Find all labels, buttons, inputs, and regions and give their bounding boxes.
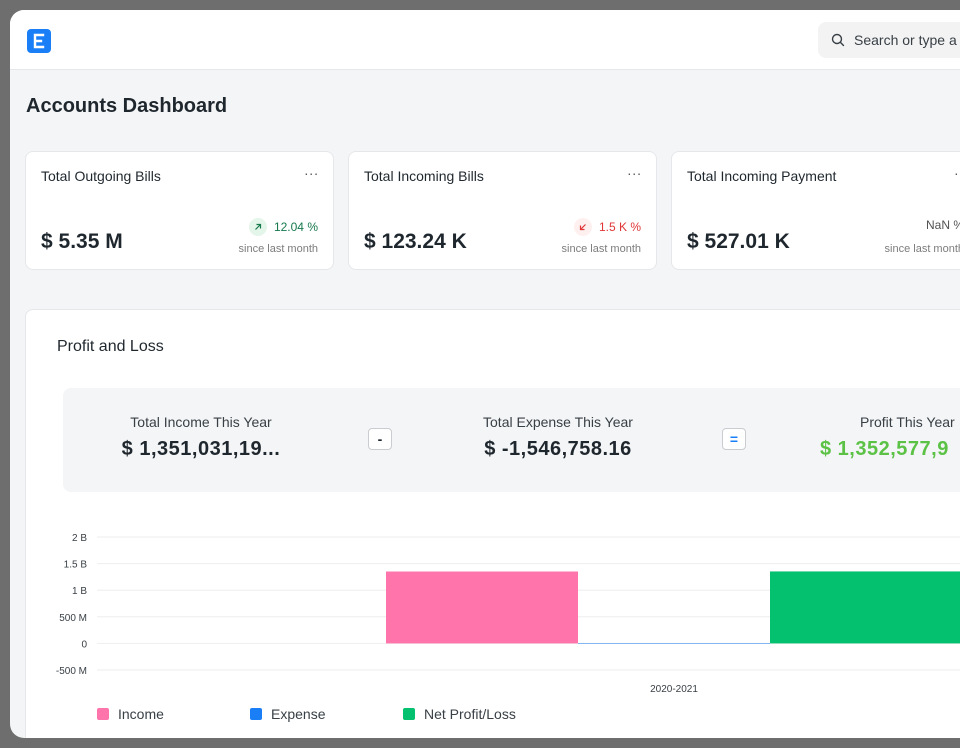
card-menu-button[interactable]: ...: [954, 162, 960, 178]
card-label: Total Incoming Bills: [364, 168, 484, 184]
navbar: Search or type a: [10, 10, 960, 70]
bar-expense[interactable]: [578, 643, 770, 644]
equals-operator: =: [722, 428, 746, 450]
y-tick-label: 2 B: [72, 533, 87, 544]
search-icon: [831, 33, 845, 47]
legend-item-expense[interactable]: Expense: [250, 706, 325, 722]
profit-loss-chart: 2 B 1.5 B 1 B 500 M 0 -500 M 2020-2021: [56, 533, 960, 695]
page-title: Accounts Dashboard: [26, 95, 228, 117]
card-change: 12.04 %: [248, 218, 318, 236]
profit-value: $ 1,352,577,9: [820, 438, 949, 460]
card-value: $ 5.35 M: [41, 230, 123, 253]
total-income-summary: Total Income This Year $ 1,351,031,19...: [109, 414, 293, 461]
profit-loss-summary: Total Income This Year $ 1,351,031,19...…: [63, 388, 960, 492]
card-since: since last month: [561, 243, 641, 255]
total-expense-summary: Total Expense This Year $ -1,546,758.16: [458, 414, 658, 461]
legend-swatch: [403, 708, 415, 720]
card-change: 1.5 K %: [573, 218, 641, 236]
legend-label: Expense: [271, 706, 326, 722]
legend-label: Net Profit/Loss: [424, 706, 516, 722]
y-tick-label: 1 B: [72, 586, 87, 597]
card-label: Total Outgoing Bills: [41, 168, 161, 184]
card-change-value: 1.5 K %: [598, 220, 641, 234]
card-value: $ 123.24 K: [364, 230, 467, 253]
card-total-incoming-payment: Total Incoming Payment ... $ 527.01 K Na…: [671, 151, 960, 270]
legend-swatch: [97, 708, 109, 720]
search-placeholder: Search or type a: [854, 32, 957, 48]
total-expense-label: Total Expense This Year: [483, 414, 633, 430]
y-tick-label: 500 M: [59, 613, 87, 624]
y-tick-label: -500 M: [56, 666, 87, 677]
card-change-value: NaN %: [925, 218, 960, 232]
legend-label: Income: [118, 706, 164, 722]
minus-operator: -: [368, 428, 392, 450]
card-label: Total Incoming Payment: [687, 168, 837, 184]
bar-net-profit-loss[interactable]: [770, 571, 960, 644]
card-change-value: 12.04 %: [273, 220, 318, 234]
total-income-value: $ 1,351,031,19...: [121, 438, 281, 460]
card-total-outgoing-bills: Total Outgoing Bills ... $ 5.35 M 12.04 …: [25, 151, 334, 270]
arrow-down-left-icon: [573, 218, 592, 236]
arrow-up-right-icon: [248, 218, 267, 236]
legend-item-income[interactable]: Income: [97, 706, 164, 722]
legend-item-net-profit-loss[interactable]: Net Profit/Loss: [403, 706, 516, 722]
panel-title: Profit and Loss: [57, 338, 164, 355]
bar-income[interactable]: [386, 571, 578, 644]
card-menu-button[interactable]: ...: [627, 162, 642, 178]
card-since: since last month: [884, 243, 960, 255]
search-bar[interactable]: Search or type a: [818, 22, 960, 58]
profit-summary: Profit This Year $ 1,352,577,9: [820, 414, 960, 461]
profit-and-loss-panel: Profit and Loss Total Income This Year $…: [25, 309, 960, 738]
x-tick-label: 2020-2021: [650, 684, 698, 695]
card-value: $ 527.01 K: [687, 230, 790, 253]
y-tick-label: 0: [81, 639, 87, 650]
total-income-label: Total Income This Year: [130, 414, 272, 430]
legend-swatch: [250, 708, 262, 720]
app-window: Search or type a Accounts Dashboard Tota…: [10, 10, 960, 738]
profit-label: Profit This Year: [860, 414, 955, 430]
card-change: NaN %: [926, 218, 960, 232]
card-menu-button[interactable]: ...: [304, 162, 319, 178]
logo-icon: [33, 33, 45, 49]
app-logo[interactable]: [27, 29, 51, 53]
card-since: since last month: [238, 243, 318, 255]
total-expense-value: $ -1,546,758.16: [484, 438, 632, 460]
card-total-incoming-bills: Total Incoming Bills ... $ 123.24 K 1.5 …: [348, 151, 657, 270]
y-tick-label: 1.5 B: [64, 560, 88, 571]
